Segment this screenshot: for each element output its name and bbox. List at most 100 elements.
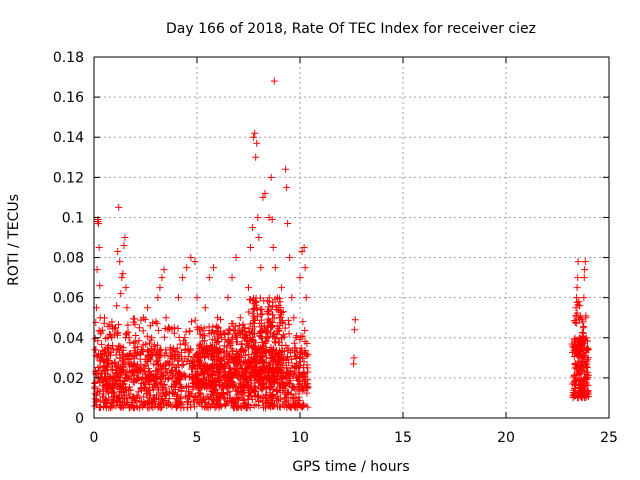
y-tick-label: 0.08 xyxy=(53,251,84,267)
data-point xyxy=(250,133,258,141)
data-point xyxy=(232,254,240,262)
data-point xyxy=(91,390,99,398)
data-point xyxy=(273,294,281,302)
data-point xyxy=(296,274,304,282)
data-points xyxy=(91,77,592,412)
x-tick-label: 20 xyxy=(497,430,515,446)
y-tick-label: 0.14 xyxy=(53,130,84,146)
data-point xyxy=(292,390,300,398)
data-point xyxy=(574,258,582,266)
data-point xyxy=(111,390,119,398)
x-axis-label: GPS time / hours xyxy=(292,459,409,475)
data-point xyxy=(125,334,133,342)
data-point xyxy=(270,77,278,85)
data-point xyxy=(160,266,168,274)
data-point xyxy=(582,334,590,342)
data-point xyxy=(282,165,290,173)
y-tick-label: 0.1 xyxy=(62,210,84,226)
data-point xyxy=(183,264,191,272)
data-point xyxy=(95,219,103,227)
data-point xyxy=(300,374,308,382)
plot-frame xyxy=(93,56,610,419)
data-point xyxy=(191,258,199,266)
data-point xyxy=(139,314,147,322)
data-point xyxy=(166,344,174,352)
data-point xyxy=(97,330,105,338)
data-point xyxy=(584,374,592,382)
data-point xyxy=(170,324,178,332)
data-point xyxy=(106,384,114,392)
data-point xyxy=(93,266,101,274)
axis-ticks: 0 5 10 15 20 25 0 0.02 0.04 0.06 0.08 0.1 0.12 0.14 0.… xyxy=(53,50,618,446)
data-point xyxy=(350,360,358,368)
data-point xyxy=(580,274,588,282)
data-point xyxy=(579,324,587,332)
data-point xyxy=(292,334,300,342)
data-point xyxy=(298,248,306,256)
data-point xyxy=(131,344,139,352)
data-point xyxy=(144,304,152,312)
data-point xyxy=(251,129,259,137)
data-point xyxy=(350,354,358,362)
data-point xyxy=(583,358,591,366)
data-point xyxy=(582,314,590,322)
data-point xyxy=(99,386,107,394)
y-tick-label: 0.06 xyxy=(53,291,84,307)
data-point xyxy=(351,326,359,334)
data-point xyxy=(113,302,121,310)
data-point xyxy=(209,264,217,272)
data-point xyxy=(263,364,271,372)
y-axis-label: ROTI / TECUs xyxy=(6,194,22,286)
data-point xyxy=(283,183,291,191)
data-point xyxy=(112,324,120,332)
data-point xyxy=(96,282,104,290)
data-point xyxy=(100,362,108,370)
data-point xyxy=(224,384,232,392)
data-point xyxy=(205,274,213,282)
data-point xyxy=(572,294,580,302)
y-tick-label: 0 xyxy=(75,411,84,427)
data-point xyxy=(245,284,252,292)
data-point xyxy=(261,189,269,197)
data-point xyxy=(267,173,275,181)
data-point xyxy=(174,294,182,302)
data-point xyxy=(579,354,587,362)
data-point xyxy=(275,314,283,322)
data-point xyxy=(351,316,359,324)
data-point xyxy=(249,223,257,231)
data-point xyxy=(236,314,244,322)
data-point xyxy=(119,270,127,278)
x-tick-label: 15 xyxy=(394,430,412,446)
data-point xyxy=(135,324,143,332)
data-point xyxy=(240,334,248,342)
data-point xyxy=(96,314,104,322)
data-point xyxy=(120,242,128,250)
data-point xyxy=(162,314,170,322)
data-point xyxy=(118,274,126,282)
data-point xyxy=(572,304,580,312)
data-point xyxy=(254,213,262,221)
data-point xyxy=(252,153,260,161)
data-point xyxy=(156,284,164,292)
y-tick-label: 0.12 xyxy=(53,170,84,186)
data-point xyxy=(255,234,263,241)
data-point xyxy=(581,258,589,266)
data-point xyxy=(573,284,581,292)
data-point xyxy=(571,364,579,372)
data-point xyxy=(102,378,110,386)
data-point xyxy=(148,334,156,342)
data-point xyxy=(301,264,309,272)
data-point xyxy=(123,304,131,312)
x-tick-label: 25 xyxy=(600,430,618,446)
data-point xyxy=(179,274,187,282)
data-point xyxy=(154,294,162,302)
data-point xyxy=(158,274,166,282)
data-point xyxy=(290,314,298,322)
data-point xyxy=(584,390,592,398)
data-point xyxy=(152,318,160,326)
chart-title: Day 166 of 2018, Rate Of TEC Index for r… xyxy=(166,21,536,37)
y-tick-label: 0.18 xyxy=(53,50,84,66)
data-point xyxy=(247,244,255,252)
data-point xyxy=(578,384,586,392)
x-tick-label: 0 xyxy=(90,430,99,446)
